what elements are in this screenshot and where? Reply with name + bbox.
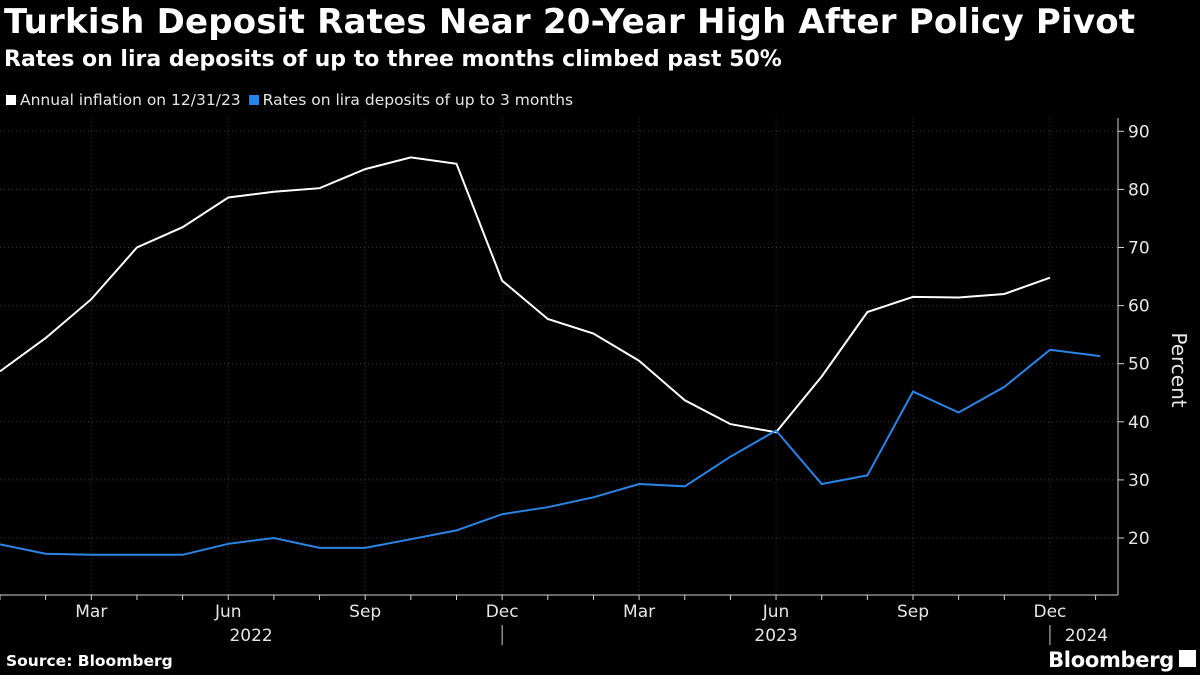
legend: Annual inflation on 12/31/23 Rates on li… (6, 91, 573, 109)
y-tick-label-2: 40 (1128, 413, 1150, 433)
y-axis-title: Percent (1167, 332, 1191, 407)
series-line-deposit (0, 348, 1101, 556)
y-tick-label-3: 50 (1128, 355, 1150, 375)
year-label-1: 2023 (754, 626, 797, 646)
x-tick-label-0: Mar (75, 602, 107, 622)
y-tick-label-0: 20 (1128, 529, 1150, 549)
legend-label-deposit: Rates on lira deposits of up to 3 months (262, 91, 574, 109)
y-tick-label-5: 70 (1128, 239, 1150, 259)
source-note: Source: Bloomberg (6, 652, 173, 670)
x-tick-label-3: Dec (486, 602, 519, 622)
bloomberg-logo: Bloomberg (1048, 648, 1174, 672)
legend-swatch-deposit (248, 95, 259, 105)
legend-item-deposit: Rates on lira deposits of up to 3 months (248, 91, 574, 109)
chart-title: Turkish Deposit Rates Near 20-Year High … (4, 2, 1136, 42)
x-tick-label-4: Mar (623, 602, 655, 622)
y-tick-label-6: 80 (1128, 180, 1150, 200)
legend-label-inflation: Annual inflation on 12/31/23 (20, 91, 241, 109)
year-label-0: 2022 (229, 626, 272, 646)
series-line-inflation (0, 156, 1051, 434)
bloomberg-logo-icon (1179, 650, 1196, 667)
legend-swatch-inflation (6, 95, 16, 105)
x-tick-label-6: Sep (897, 602, 929, 622)
y-tick-label-4: 60 (1128, 297, 1150, 317)
x-tick-label-5: Jun (762, 602, 790, 622)
x-tick-label-7: Dec (1033, 602, 1066, 622)
chart-subtitle: Rates on lira deposits of up to three mo… (4, 47, 782, 72)
y-tick-label-7: 90 (1128, 122, 1150, 142)
x-tick-label-2: Sep (349, 602, 381, 622)
legend-item-inflation: Annual inflation on 12/31/23 (6, 91, 241, 109)
x-tick-label-1: Jun (214, 602, 242, 622)
year-label-2: 2024 (1065, 626, 1108, 646)
y-tick-label-1: 30 (1128, 471, 1150, 491)
